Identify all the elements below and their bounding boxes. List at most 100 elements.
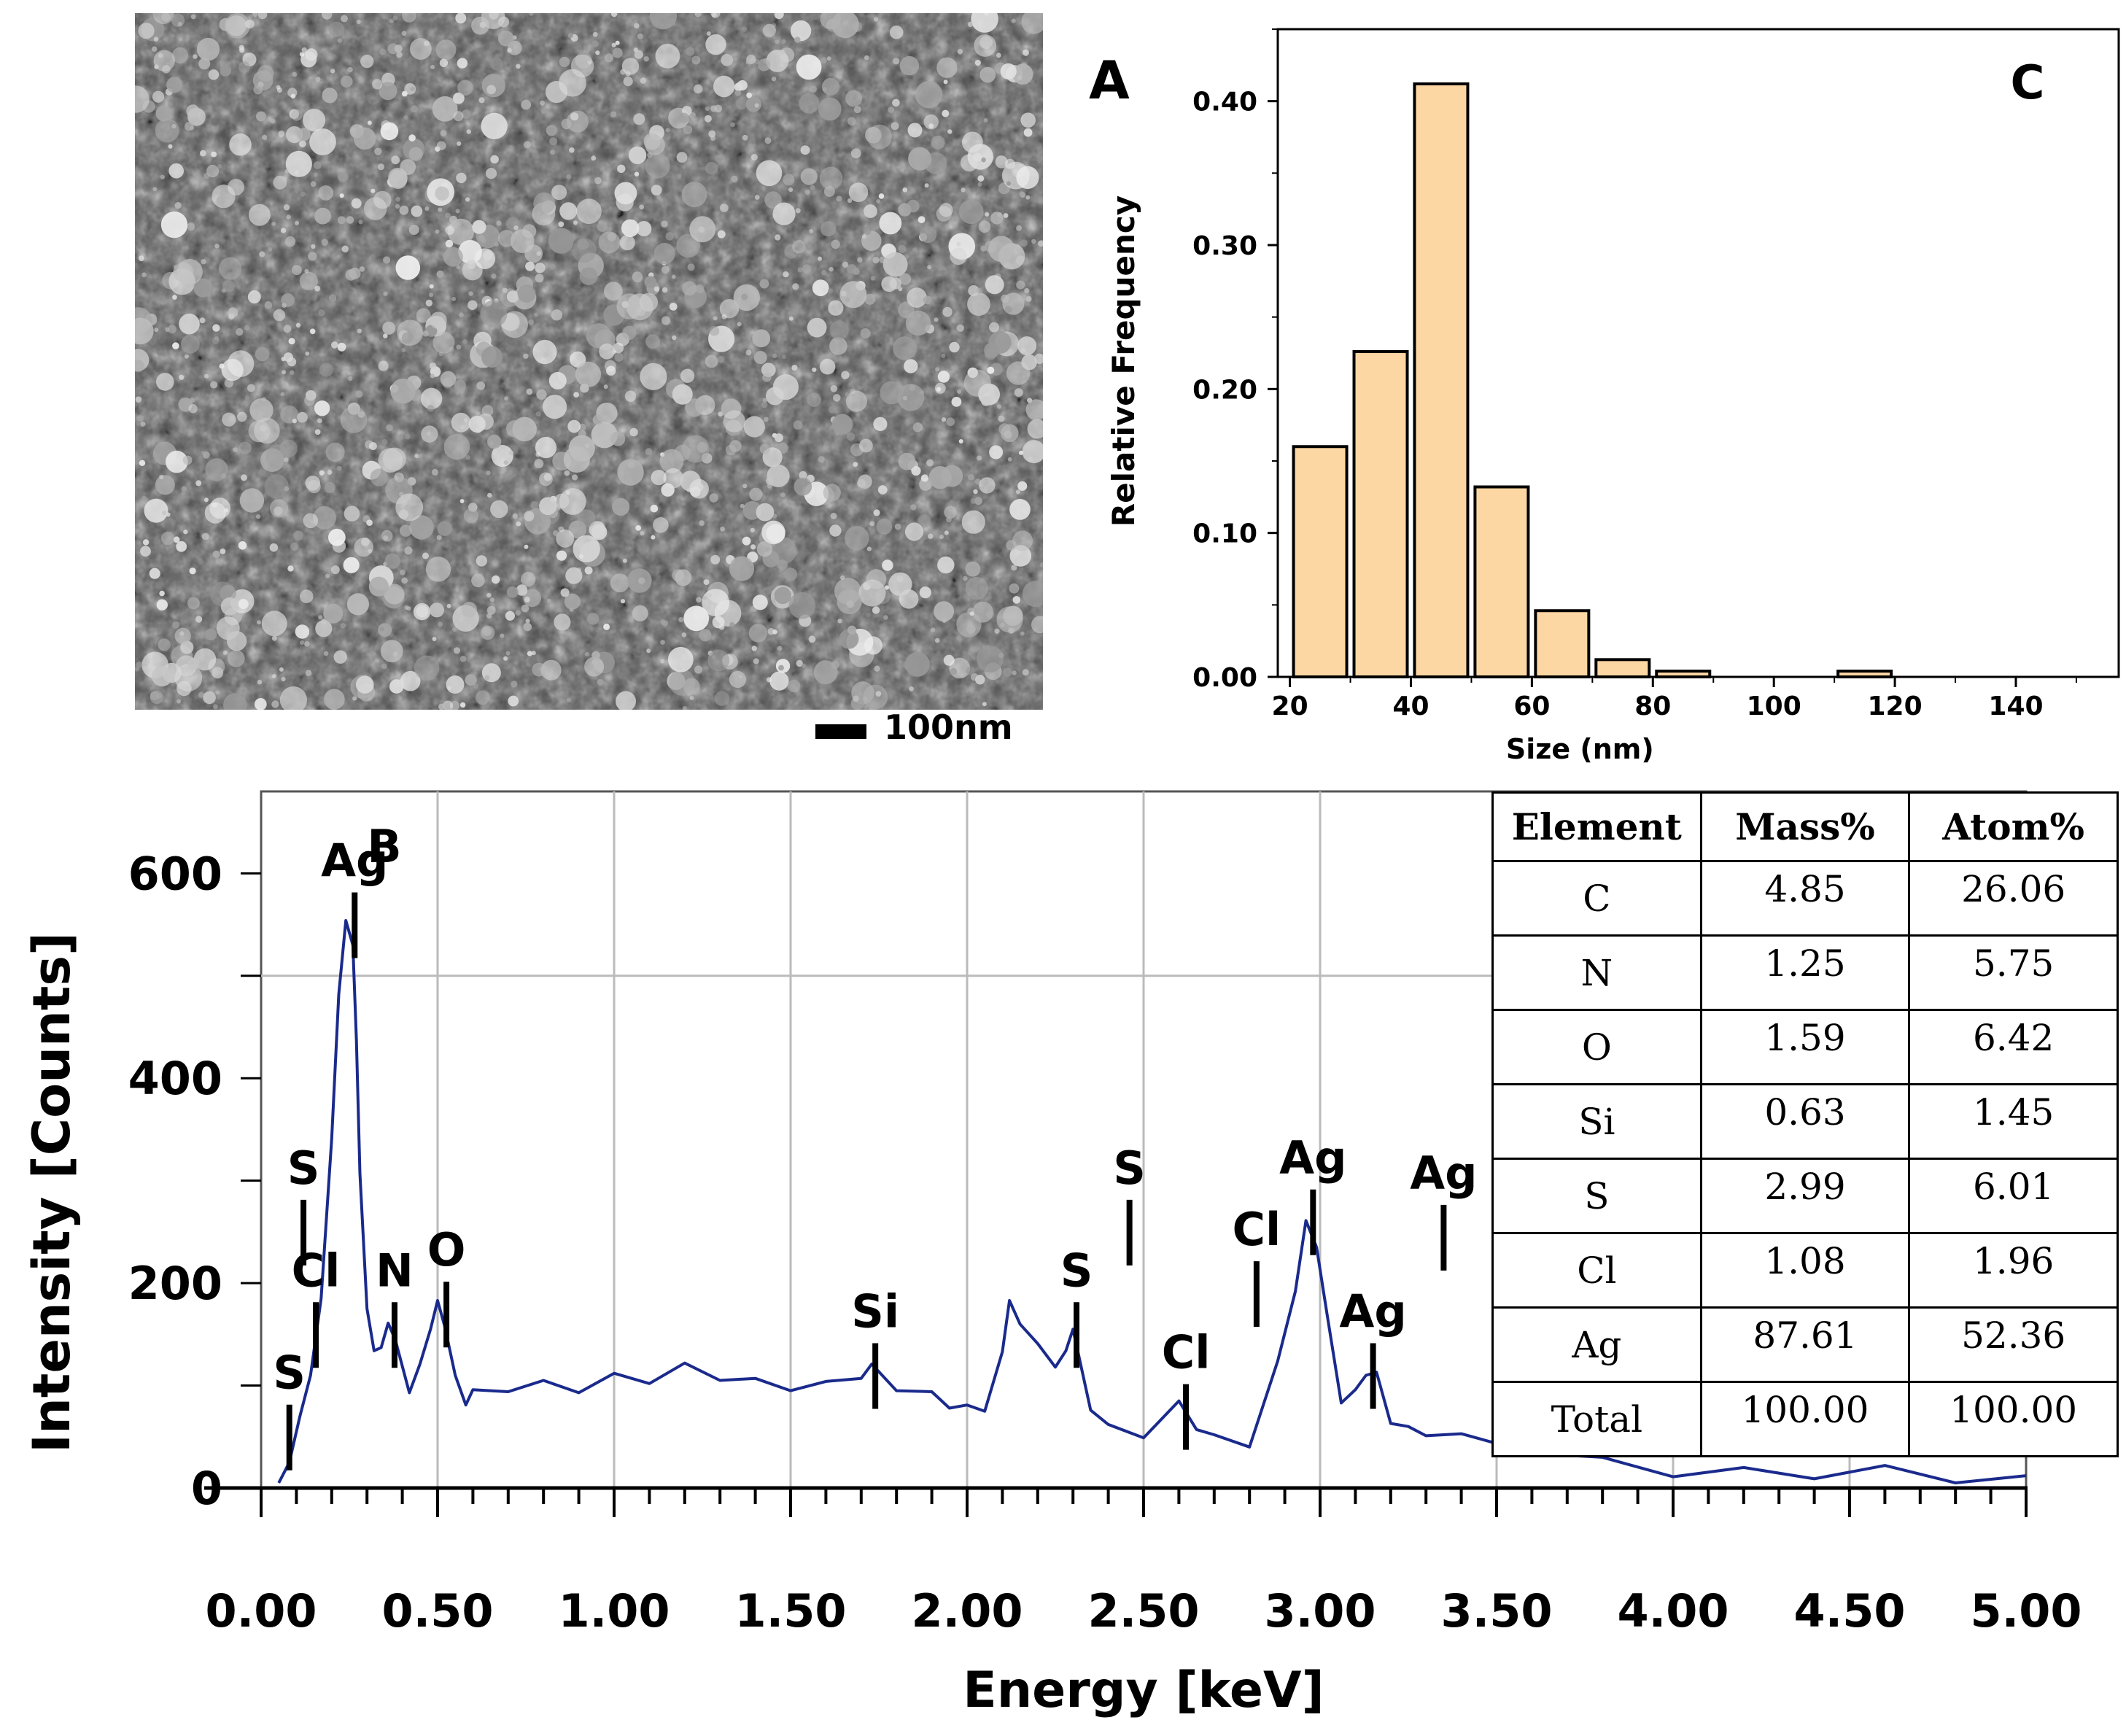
sem-particle — [219, 18, 233, 31]
sem-particle — [226, 631, 247, 651]
sem-particle — [262, 530, 268, 536]
sem-particle — [201, 450, 206, 455]
sem-particle — [472, 220, 486, 234]
sem-particle — [291, 265, 302, 276]
sem-particle — [584, 656, 605, 677]
sem-particle — [974, 497, 982, 505]
sem-particle — [1020, 631, 1025, 636]
sem-particle — [323, 651, 329, 656]
sem-particle — [998, 652, 1005, 659]
sem-particle — [383, 333, 388, 338]
sem-particle — [505, 611, 516, 621]
sem-particle — [575, 361, 602, 387]
sem-particle — [1024, 288, 1030, 294]
sem-particle — [153, 36, 159, 42]
sem-particle — [665, 128, 670, 133]
sem-particle — [452, 627, 457, 632]
sem-particle — [709, 493, 718, 503]
sem-particle — [655, 44, 680, 69]
sem-particle — [318, 615, 323, 620]
table-row: Si 0.63 1.45 — [1491, 1083, 2119, 1160]
sem-particle — [486, 470, 491, 476]
sem-particle — [395, 204, 400, 209]
sem-particle — [484, 675, 490, 681]
sem-particle — [287, 565, 294, 572]
sem-particle — [430, 373, 435, 379]
sem-particle — [283, 325, 292, 333]
sem-particle — [973, 489, 978, 495]
sem-particle — [372, 79, 383, 90]
sem-particle — [864, 636, 882, 655]
sem-particle — [981, 395, 991, 406]
sem-particle — [182, 455, 193, 465]
sem-particle — [643, 56, 649, 62]
sem-particle — [934, 382, 946, 394]
peak-label: Cl — [292, 1244, 341, 1297]
sem-particle — [533, 192, 556, 214]
sem-particle — [371, 188, 376, 193]
sem-particle — [707, 593, 713, 598]
sem-particle — [554, 613, 571, 631]
sem-particle — [468, 300, 478, 310]
sem-particle — [573, 535, 600, 563]
peak-label: N — [376, 1244, 414, 1297]
sem-particle — [970, 497, 977, 504]
sem-particle — [370, 468, 388, 487]
sem-particle — [653, 517, 669, 533]
sem-particle — [956, 242, 961, 247]
sem-particle — [380, 122, 399, 141]
sem-particle — [353, 127, 376, 150]
sem-particle — [967, 292, 990, 316]
sem-particle — [446, 675, 465, 694]
sem-particle — [924, 152, 947, 175]
spectrum-x-tick-label: 0.00 — [206, 1584, 317, 1638]
sem-particle — [976, 455, 982, 461]
sem-image — [135, 13, 1043, 710]
sem-particle — [876, 199, 881, 204]
sem-particle — [247, 384, 255, 392]
sem-particle — [158, 638, 171, 651]
sem-particle — [535, 411, 541, 417]
sem-particle — [710, 105, 718, 112]
sem-particle — [888, 106, 895, 113]
sem-particle — [845, 90, 863, 107]
sem-particle — [377, 163, 385, 171]
sem-particle — [869, 521, 874, 527]
sem-particle — [1002, 292, 1025, 315]
sem-particle — [1016, 280, 1025, 290]
atom-cell: 6.01 — [1908, 1158, 2119, 1234]
sem-particle — [135, 396, 142, 403]
sem-particle — [530, 501, 539, 510]
sem-particle — [435, 186, 449, 201]
sem-particle — [153, 50, 175, 72]
sem-particle — [228, 307, 238, 318]
sem-particle — [762, 373, 772, 382]
sem-particle — [325, 442, 345, 462]
sem-particle — [656, 195, 662, 200]
sem-particle — [402, 13, 416, 23]
sem-particle — [632, 271, 643, 283]
sem-particle — [531, 651, 536, 656]
sem-particle — [569, 147, 575, 153]
sem-particle — [839, 281, 867, 309]
sem-particle — [920, 225, 937, 244]
sem-particle — [604, 282, 623, 301]
sem-particle — [671, 274, 676, 279]
sem-particle — [983, 117, 988, 123]
sem-particle — [1022, 440, 1043, 464]
sem-particle — [645, 153, 670, 179]
sem-particle — [651, 535, 656, 540]
sem-particle — [594, 177, 602, 185]
sem-particle — [794, 246, 800, 251]
sem-particle — [368, 442, 377, 451]
sem-particle — [558, 221, 565, 228]
sem-particle — [749, 487, 763, 501]
sem-particle — [425, 557, 451, 582]
sem-particle — [683, 605, 710, 632]
sem-particle — [813, 660, 838, 685]
sem-particle — [750, 527, 755, 533]
sem-particle — [751, 646, 757, 651]
sem-particle — [974, 60, 981, 66]
sem-particle — [1021, 13, 1043, 34]
sem-particle — [159, 590, 165, 597]
